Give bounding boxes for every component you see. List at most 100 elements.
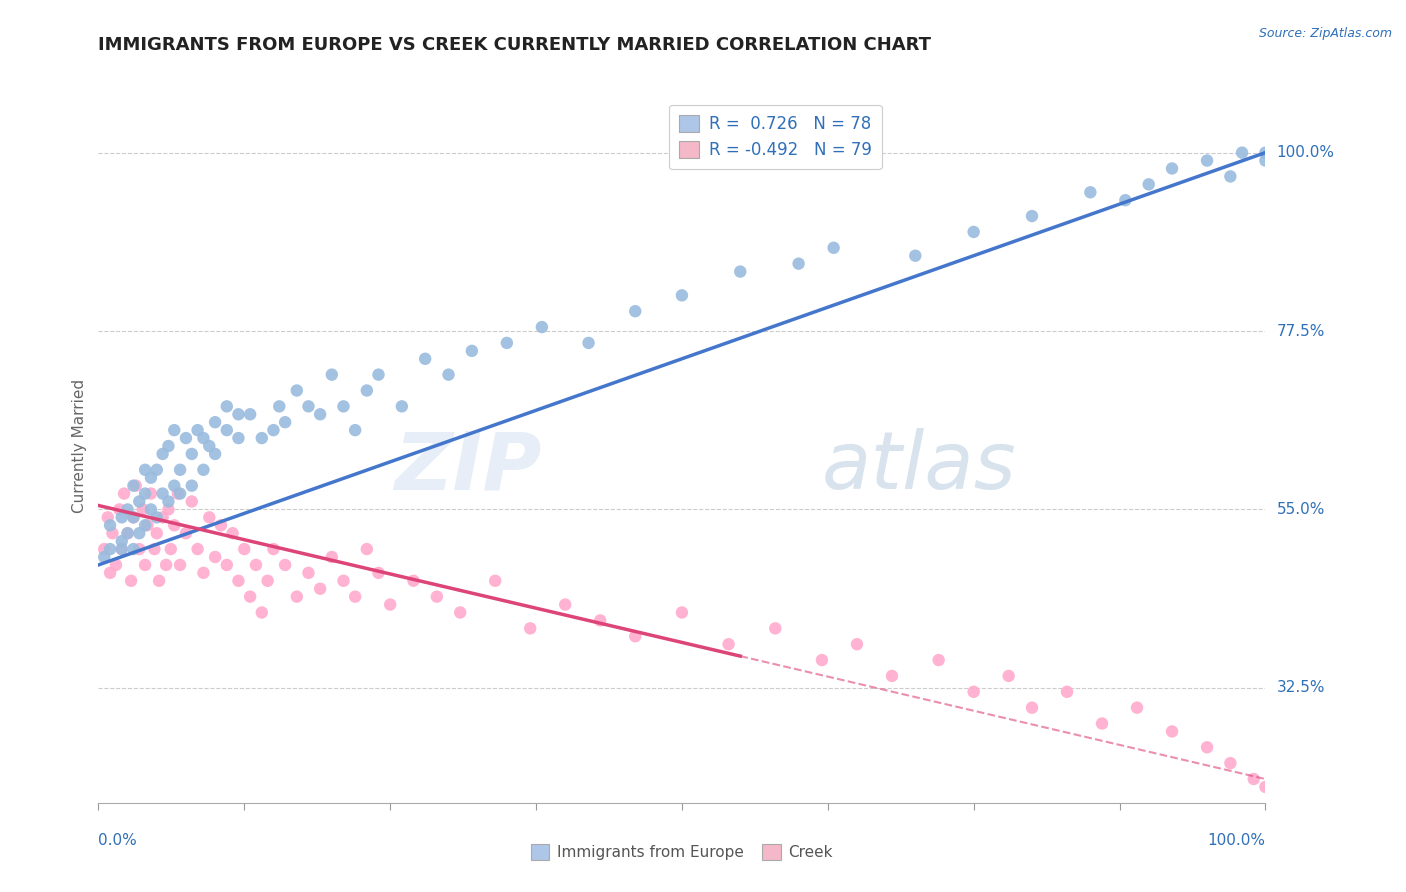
Point bbox=[356, 542, 378, 557]
Point bbox=[136, 518, 159, 533]
Point bbox=[159, 542, 181, 557]
Point bbox=[152, 447, 174, 461]
Point bbox=[449, 606, 471, 620]
Point bbox=[1080, 186, 1102, 200]
Point bbox=[155, 558, 177, 572]
Text: IMMIGRANTS FROM EUROPE VS CREEK CURRENTLY MARRIED CORRELATION CHART: IMMIGRANTS FROM EUROPE VS CREEK CURRENTL… bbox=[98, 36, 931, 54]
Point bbox=[730, 264, 752, 278]
Point bbox=[1126, 700, 1149, 714]
Point bbox=[193, 566, 215, 580]
Point bbox=[1114, 193, 1136, 207]
Point bbox=[624, 304, 647, 318]
Point bbox=[139, 486, 162, 500]
Point bbox=[233, 542, 256, 557]
Point bbox=[245, 558, 267, 572]
Point bbox=[344, 423, 367, 437]
Point bbox=[122, 510, 145, 524]
Point bbox=[98, 566, 121, 580]
Legend: Immigrants from Europe, Creek: Immigrants from Europe, Creek bbox=[524, 838, 839, 866]
Point bbox=[461, 343, 484, 358]
Point bbox=[152, 486, 174, 500]
Point bbox=[763, 621, 786, 635]
Text: Source: ZipAtlas.com: Source: ZipAtlas.com bbox=[1258, 27, 1392, 40]
Point bbox=[624, 629, 647, 643]
Point bbox=[1219, 756, 1241, 771]
Point bbox=[1219, 169, 1241, 184]
Point bbox=[309, 407, 332, 421]
Point bbox=[1091, 716, 1114, 731]
Point bbox=[367, 368, 389, 382]
Point bbox=[157, 494, 180, 508]
Point bbox=[845, 637, 868, 651]
Point bbox=[413, 351, 436, 366]
Point bbox=[1254, 153, 1277, 168]
Point bbox=[117, 526, 139, 541]
Point bbox=[1243, 772, 1265, 786]
Text: 100.0%: 100.0% bbox=[1277, 145, 1334, 161]
Point bbox=[589, 614, 612, 628]
Point bbox=[671, 606, 693, 620]
Point bbox=[269, 400, 291, 414]
Point bbox=[146, 463, 169, 477]
Point bbox=[134, 486, 156, 500]
Point bbox=[378, 598, 402, 612]
Point bbox=[1254, 145, 1277, 160]
Point bbox=[198, 439, 221, 453]
Point bbox=[321, 368, 343, 382]
Point bbox=[128, 526, 150, 541]
Point bbox=[239, 407, 262, 421]
Point bbox=[128, 542, 150, 557]
Point bbox=[285, 590, 308, 604]
Point bbox=[274, 415, 297, 429]
Text: 55.0%: 55.0% bbox=[1277, 502, 1324, 517]
Point bbox=[356, 384, 378, 398]
Point bbox=[112, 486, 135, 500]
Point bbox=[1195, 153, 1218, 168]
Point bbox=[928, 653, 950, 667]
Point bbox=[98, 542, 121, 557]
Point bbox=[484, 574, 506, 588]
Point bbox=[104, 558, 127, 572]
Point bbox=[215, 400, 238, 414]
Point bbox=[250, 431, 273, 445]
Point bbox=[180, 494, 202, 508]
Point bbox=[111, 542, 134, 557]
Point bbox=[1021, 209, 1043, 223]
Point bbox=[120, 574, 142, 588]
Point bbox=[578, 335, 600, 350]
Point bbox=[134, 463, 156, 477]
Point bbox=[823, 241, 845, 255]
Point bbox=[530, 320, 553, 334]
Point bbox=[332, 400, 354, 414]
Point bbox=[228, 574, 250, 588]
Point bbox=[495, 335, 517, 350]
Point bbox=[180, 447, 202, 461]
Text: 0.0%: 0.0% bbox=[98, 833, 138, 848]
Point bbox=[148, 574, 170, 588]
Point bbox=[402, 574, 425, 588]
Point bbox=[193, 463, 215, 477]
Point bbox=[169, 463, 191, 477]
Point bbox=[309, 582, 332, 596]
Point bbox=[111, 510, 134, 524]
Point bbox=[174, 431, 197, 445]
Point bbox=[437, 368, 460, 382]
Point bbox=[187, 423, 209, 437]
Point bbox=[97, 510, 120, 524]
Point bbox=[228, 407, 250, 421]
Point bbox=[163, 478, 186, 492]
Point bbox=[297, 566, 319, 580]
Point bbox=[180, 478, 202, 492]
Point bbox=[204, 447, 226, 461]
Point bbox=[163, 518, 186, 533]
Point bbox=[157, 439, 180, 453]
Point bbox=[1230, 145, 1253, 160]
Point bbox=[1254, 780, 1277, 794]
Point bbox=[166, 486, 188, 500]
Point bbox=[239, 590, 262, 604]
Point bbox=[962, 685, 984, 699]
Point bbox=[367, 566, 389, 580]
Point bbox=[169, 558, 191, 572]
Point bbox=[117, 502, 139, 516]
Point bbox=[98, 518, 121, 533]
